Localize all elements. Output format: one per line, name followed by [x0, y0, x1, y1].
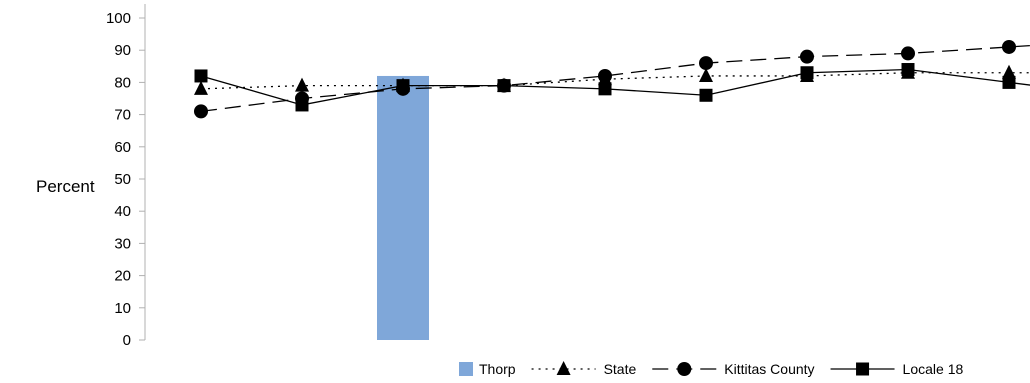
series-markers	[194, 39, 1016, 119]
y-tick-label: 40	[114, 203, 131, 220]
series-lines	[200, 44, 1030, 113]
line-state	[200, 72, 1030, 90]
y-tick-label: 10	[114, 300, 131, 317]
point-locale-18	[497, 79, 511, 93]
legend-marker-locale-18	[856, 362, 870, 376]
point-kittitas-county	[699, 56, 713, 71]
line-kittitas-county	[200, 44, 1030, 113]
legend-swatch-thorp	[459, 362, 473, 376]
legend-marker-kittitas-county	[677, 362, 692, 376]
point-state	[295, 77, 309, 92]
legend: Thorp State Kittitas County Locale 18	[459, 361, 963, 377]
point-kittitas-county	[598, 68, 612, 83]
y-tick-label: 0	[123, 332, 131, 349]
y-tick-label: 100	[106, 10, 131, 27]
legend-marker-state	[556, 361, 571, 375]
point-kittitas-county	[901, 46, 915, 61]
point-kittitas-county	[1002, 39, 1016, 54]
point-locale-18	[598, 82, 612, 96]
legend-label-locale-18: Locale 18	[903, 361, 964, 377]
bar-thorp	[377, 75, 429, 341]
line-locale-18	[200, 68, 1030, 106]
y-tick-label: 70	[114, 107, 131, 124]
y-axis: 0 10 20 30 40 50 60 70 80 90 100	[106, 4, 146, 349]
point-state	[699, 67, 713, 82]
point-locale-18	[1002, 75, 1016, 89]
y-tick-label: 60	[114, 139, 131, 156]
point-state	[194, 80, 208, 95]
point-state	[1002, 64, 1016, 79]
y-tick-label: 50	[114, 171, 131, 188]
y-tick-label: 30	[114, 235, 131, 252]
legend-label-thorp: Thorp	[479, 361, 516, 377]
point-kittitas-county	[194, 104, 208, 119]
point-locale-18	[699, 88, 713, 102]
point-locale-18	[295, 98, 309, 112]
point-locale-18	[396, 79, 410, 93]
legend-label-kittitas-county: Kittitas County	[724, 361, 814, 377]
point-locale-18	[800, 66, 814, 80]
point-kittitas-county	[800, 49, 814, 64]
point-locale-18	[194, 69, 208, 83]
bars	[377, 75, 429, 341]
y-tick-label: 90	[114, 42, 131, 59]
y-tick-label: 80	[114, 74, 131, 91]
y-axis-label: Percent	[36, 177, 95, 196]
y-tick-label: 20	[114, 268, 131, 285]
legend-label-state: State	[604, 361, 637, 377]
point-locale-18	[901, 63, 915, 77]
